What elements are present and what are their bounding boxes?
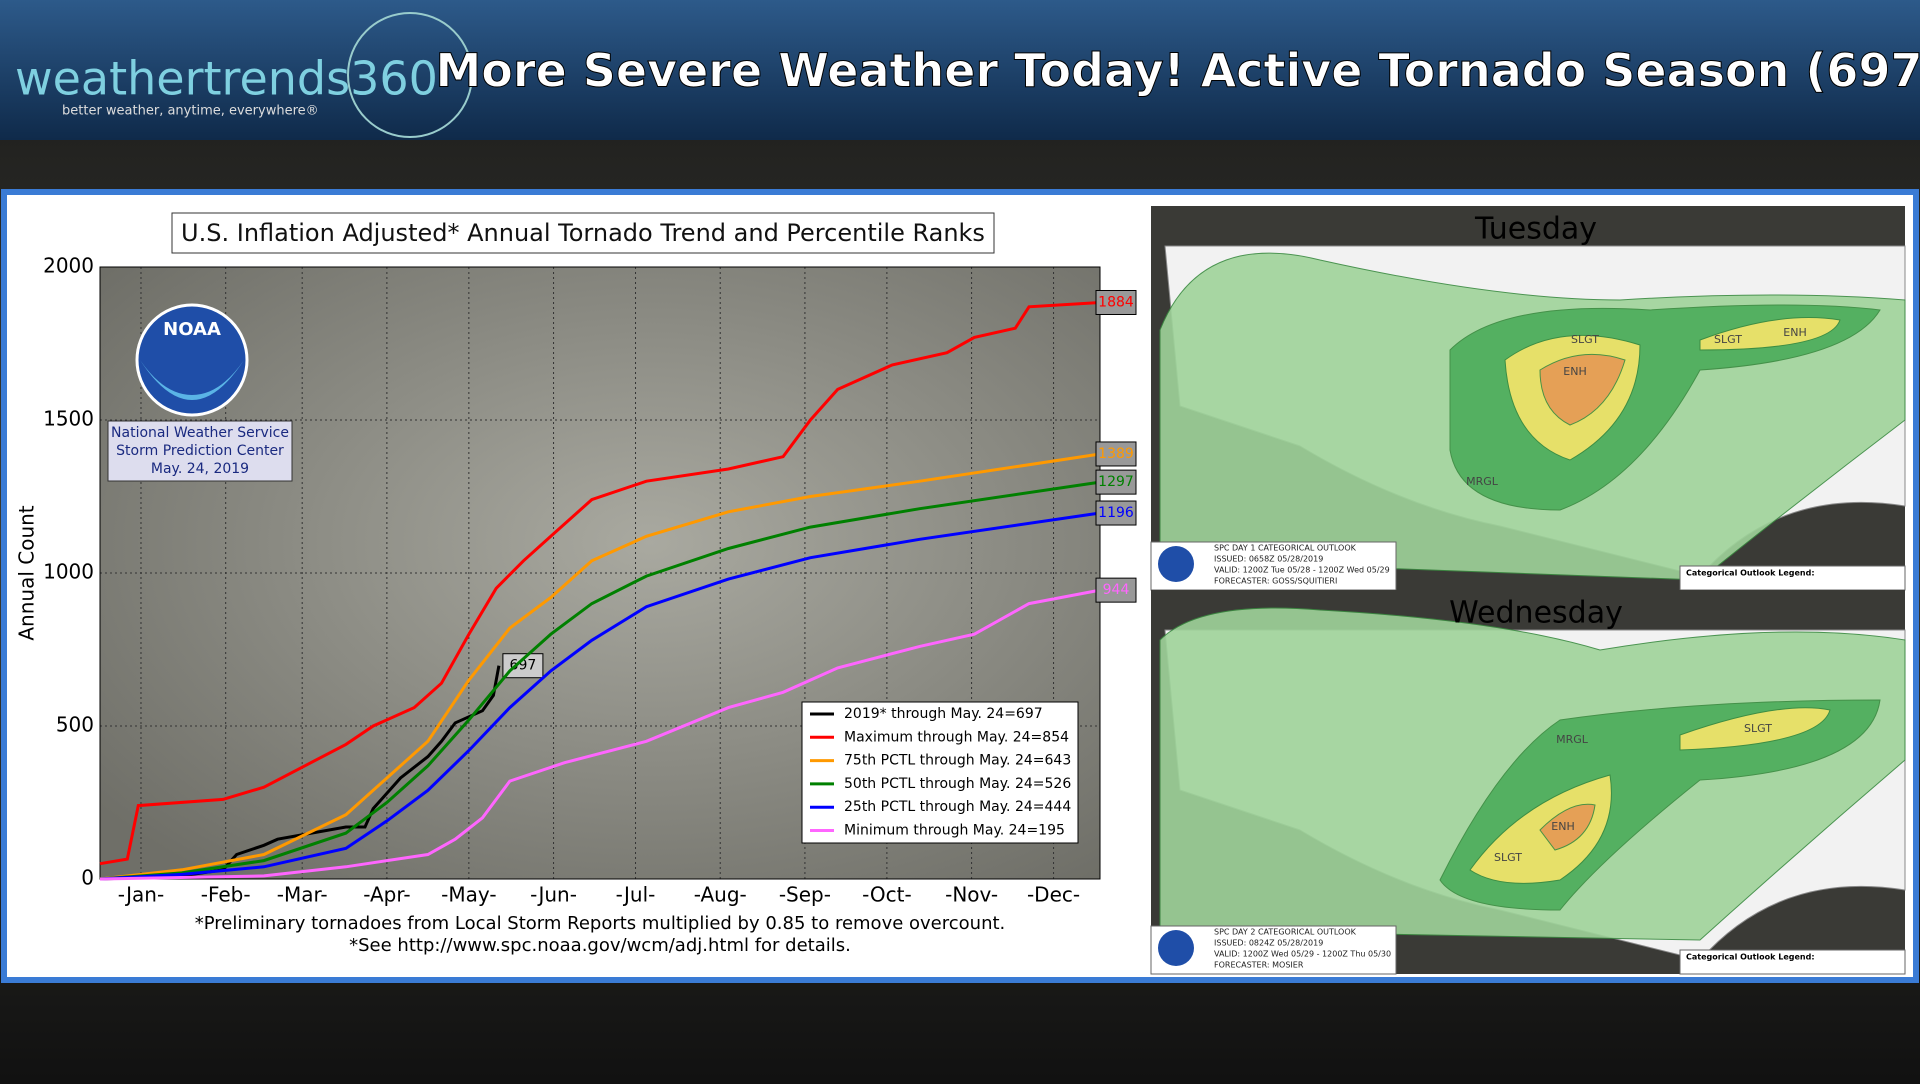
badge-text: May. 24, 2019 xyxy=(151,461,249,477)
end-label: 944 xyxy=(1103,582,1130,598)
legend-label: 2019* through May. 24=697 xyxy=(844,706,1043,722)
map-title: Tuesday xyxy=(1474,212,1597,247)
area-label: SLGT xyxy=(1714,333,1742,346)
area-label: MRGL xyxy=(1466,475,1499,488)
chart-title: U.S. Inflation Adjusted* Annual Tornado … xyxy=(181,219,985,247)
y-tick-label: 1500 xyxy=(43,407,94,431)
map-info: VALID: 1200Z Tue 05/28 - 1200Z Wed 05/29 xyxy=(1214,566,1390,575)
area-label: SLGT xyxy=(1571,333,1599,346)
noaa-logo-wave xyxy=(140,360,244,400)
map-info: FORECASTER: GOSS/SQUITIERI xyxy=(1214,577,1337,586)
y-axis-label: Annual Count xyxy=(15,505,39,640)
x-tick-label: -Feb- xyxy=(201,883,251,907)
area-label: ENH xyxy=(1563,365,1586,378)
map-legend-title: Categorical Outlook Legend: xyxy=(1686,953,1815,962)
legend-label: Maximum through May. 24=854 xyxy=(844,729,1069,745)
x-tick-label: -Sep- xyxy=(779,883,831,907)
end-label-box xyxy=(1095,469,1137,495)
tagline: better weather, anytime, everywhere® xyxy=(62,104,319,119)
legend-label: 25th PCTL through May. 24=444 xyxy=(844,799,1071,815)
title-box xyxy=(171,212,995,254)
maps: Tuesday SLGT ENH MRGL SLGT ENH SPC DAY 1 CATEG… xyxy=(1150,206,1906,975)
map-info: ISSUED: 0658Z 05/28/2019 xyxy=(1214,555,1323,564)
legend-label: Minimum through May. 24=195 xyxy=(844,823,1065,839)
badge-box xyxy=(107,420,293,482)
end-label-box xyxy=(1095,289,1137,315)
map-title: Wednesday xyxy=(1449,596,1623,631)
footnote: *Preliminary tornadoes from Local Storm … xyxy=(195,913,1006,934)
x-tick-label: -Jun- xyxy=(530,883,577,907)
end-label: 1297 xyxy=(1098,474,1134,490)
header-title: More Severe Weather Today! Active Tornad… xyxy=(436,44,1920,98)
outlook-area xyxy=(1679,707,1831,751)
end-label-box xyxy=(1095,577,1137,603)
end-label: 1389 xyxy=(1098,446,1134,462)
area-label: SLGT xyxy=(1744,722,1772,735)
series-line xyxy=(99,588,1101,881)
y-tick-label: 2000 xyxy=(43,254,94,278)
series-line xyxy=(99,511,1101,881)
legend-box xyxy=(801,701,1079,844)
noaa-logo-text: NOAA xyxy=(163,319,221,340)
x-tick-label: -Jan- xyxy=(118,883,164,907)
footnote: *See http://www.spc.noaa.gov/wcm/adj.htm… xyxy=(349,935,851,956)
outlook-area xyxy=(1539,353,1626,426)
header-band xyxy=(0,0,1920,140)
outlook-area xyxy=(1539,803,1596,851)
x-tick-label: -Nov- xyxy=(945,883,998,907)
noaa-icon xyxy=(1158,546,1194,582)
series-line xyxy=(99,452,1101,881)
outlook-area xyxy=(1699,317,1841,351)
plot-border xyxy=(99,266,1101,880)
end-label: 697 xyxy=(510,658,537,674)
map-legend-title: Categorical Outlook Legend: xyxy=(1686,569,1815,578)
x-tick-label: -May- xyxy=(441,883,496,907)
end-label-box xyxy=(1095,500,1137,526)
series-line xyxy=(99,480,1101,881)
x-tick-label: -Dec- xyxy=(1027,883,1080,907)
area-label: SLGT xyxy=(1494,851,1522,864)
end-label-box xyxy=(1095,441,1137,467)
x-tick-label: -Aug- xyxy=(694,883,747,907)
map-info: FORECASTER: MOSIER xyxy=(1214,961,1304,970)
legend-label: 50th PCTL through May. 24=526 xyxy=(844,776,1071,792)
y-tick-label: 0 xyxy=(81,866,94,890)
badge-text: Storm Prediction Center xyxy=(116,443,284,459)
y-tick-label: 1000 xyxy=(43,560,94,584)
noaa-icon xyxy=(1158,930,1194,966)
map-legend-box xyxy=(1679,949,1906,975)
area-label: ENH xyxy=(1551,820,1574,833)
map-info: VALID: 1200Z Wed 05/29 - 1200Z Thu 05/30 xyxy=(1214,950,1391,959)
area-label: ENH xyxy=(1783,326,1806,339)
legend-label: 75th PCTL through May. 24=643 xyxy=(844,753,1071,769)
map-info: SPC DAY 1 CATEGORICAL OUTLOOK xyxy=(1214,544,1357,553)
map-info: SPC DAY 2 CATEGORICAL OUTLOOK xyxy=(1214,928,1357,937)
end-label: 1196 xyxy=(1098,505,1134,521)
logo: weathertrends360 xyxy=(15,52,438,106)
end-label: 1884 xyxy=(1098,294,1134,310)
area-label: MRGL xyxy=(1556,733,1589,746)
x-tick-label: -Jul- xyxy=(616,883,656,907)
series-line xyxy=(99,301,1101,866)
y-tick-label: 500 xyxy=(56,713,94,737)
chart: U.S. Inflation Adjusted* Annual Tornado … xyxy=(15,212,1137,956)
badge-text: National Weather Service xyxy=(111,425,289,441)
x-tick-label: -Mar- xyxy=(277,883,328,907)
logo-ring xyxy=(347,12,473,138)
x-tick-label: -Oct- xyxy=(862,883,912,907)
map-info: ISSUED: 0824Z 05/28/2019 xyxy=(1214,939,1323,948)
x-tick-label: -Apr- xyxy=(363,883,410,907)
